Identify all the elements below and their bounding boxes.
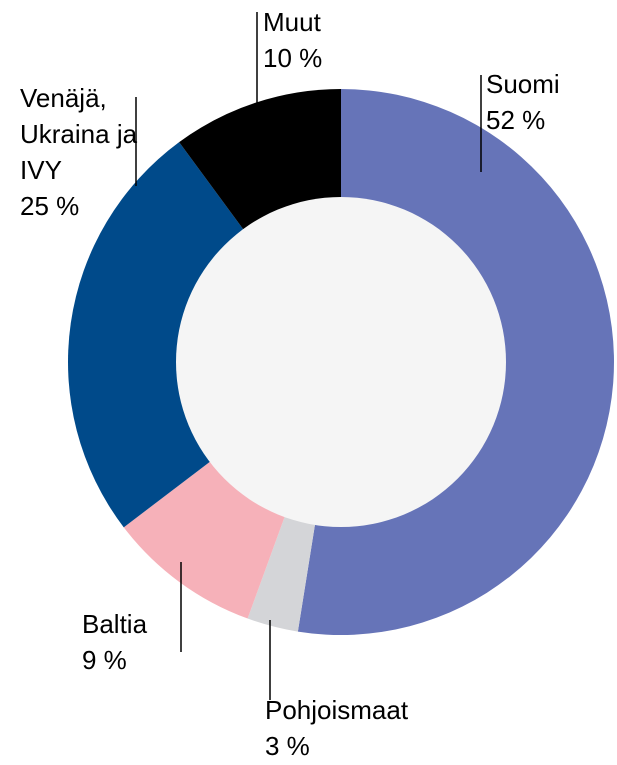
- value-label: 3 %: [265, 731, 310, 761]
- category-name: Baltia: [82, 609, 148, 639]
- category-name: Muut: [263, 7, 321, 37]
- slice-label: Suomi 52 %: [486, 66, 606, 138]
- value-label: 25 %: [20, 191, 80, 221]
- slice-label: Baltia 9 %: [82, 606, 182, 678]
- value-label: 10 %: [263, 43, 323, 73]
- slice-label: Venäjä, Ukraina ja IVY 25 %: [20, 80, 138, 224]
- value-label: 52 %: [486, 105, 546, 135]
- category-name: Venäjä, Ukraina ja IVY: [20, 83, 138, 185]
- value-label: 9 %: [82, 645, 127, 675]
- slice-label: Muut 10 %: [263, 4, 363, 76]
- donut-hole: [176, 197, 506, 527]
- category-name: Suomi: [486, 69, 560, 99]
- category-name: Pohjoismaat: [265, 695, 409, 725]
- slice-label: Pohjoismaat 3 %: [265, 692, 465, 764]
